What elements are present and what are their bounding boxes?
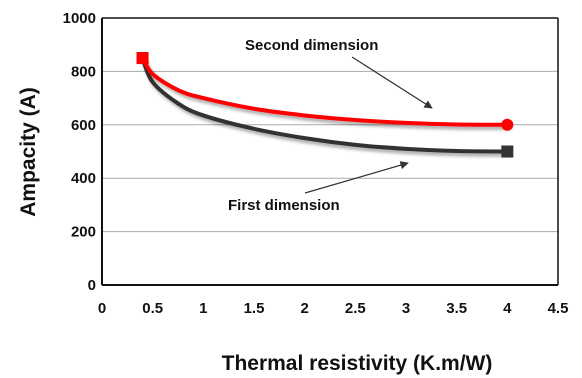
x-tick-label-6: 3: [402, 300, 410, 317]
grid-lines: [102, 70, 558, 233]
y-axis-title: Ampacity (A): [17, 87, 40, 217]
x-axis-title: Thermal resistivity (K.m/W): [222, 352, 493, 375]
annotation-label-0: Second dimension: [245, 37, 378, 54]
x-tick-label-7: 3.5: [446, 300, 467, 317]
annotation-arrow-0: [351, 56, 433, 109]
x-tick-label-1: 0.5: [142, 300, 163, 317]
data-point-first-dimension-9: [501, 145, 514, 158]
y-tick-label-5: 1000: [63, 10, 96, 27]
annotations: Second dimension First dimension: [228, 37, 433, 214]
x-tick-label-2: 1: [199, 300, 207, 317]
series-layer: [136, 52, 514, 158]
axes: [101, 17, 559, 286]
series-line-second-dimension: [140, 56, 510, 127]
x-tick-label-0: 0: [98, 300, 106, 317]
series-line-first-dimension: [140, 56, 510, 154]
annotation-label-1: First dimension: [228, 197, 340, 214]
data-point-second-dimension-start: [136, 52, 149, 65]
tick-labels: 0 200 400 600 800 1000 0 0.5 1 1.5 2 2.5 3 3.5 4 4.5: [63, 10, 569, 317]
data-point-second-dimension-9: [501, 118, 514, 131]
y-tick-label-0: 0: [88, 277, 96, 294]
x-tick-label-5: 2.5: [345, 300, 366, 317]
y-tick-label-1: 200: [71, 224, 96, 241]
x-tick-label-3: 1.5: [244, 300, 265, 317]
annotation-arrow-1: [304, 161, 409, 194]
y-tick-label-2: 400: [71, 170, 96, 187]
y-tick-label-3: 600: [71, 117, 96, 134]
y-tick-label-4: 800: [71, 63, 96, 80]
x-tick-label-4: 2: [300, 300, 308, 317]
x-tick-label-9: 4.5: [548, 300, 569, 317]
x-tick-label-8: 4: [503, 300, 512, 317]
